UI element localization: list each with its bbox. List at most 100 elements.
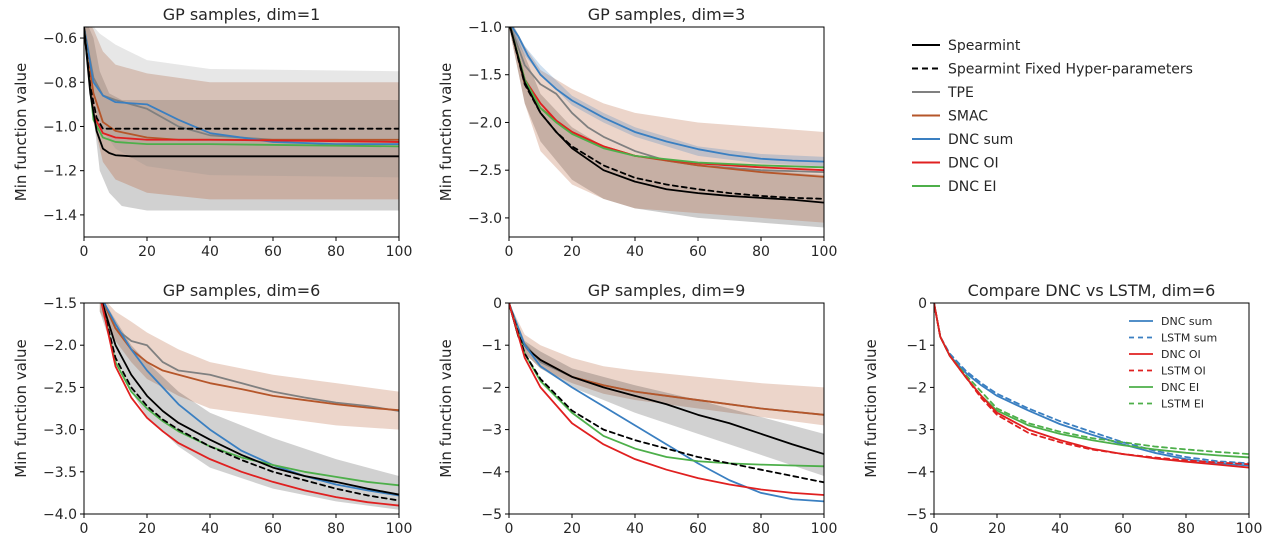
y-tick-label: −1 [481, 338, 502, 354]
y-tick-label: −1 [906, 338, 927, 354]
x-tick-label: 60 [689, 244, 707, 260]
y-axis-label: Min function value [862, 339, 880, 477]
legend-label: LSTM sum [1161, 332, 1217, 345]
plot-area [84, 27, 399, 211]
series-line-dnc-sum [511, 27, 824, 163]
y-axis-label: Min function value [12, 339, 30, 477]
series-line-spearmint-fixed-hyper-parameters [100, 303, 399, 502]
x-tick-label: 60 [264, 521, 282, 537]
confidence-band-smac [99, 303, 399, 430]
legend-label: DNC sum [948, 132, 1013, 148]
x-tick-label: 60 [689, 521, 707, 537]
x-tick-label: 40 [626, 244, 644, 260]
x-tick-label: 20 [138, 244, 156, 260]
y-tick-label: −1.5 [43, 296, 77, 312]
y-tick-label: −2.5 [43, 380, 77, 396]
series-line-dnc-sum [509, 303, 824, 503]
chart-title: GP samples, dim=9 [588, 281, 746, 300]
chart-panel-5: 0 20 40 60 80 100 −5 −4 −3 −2 −1 0 Compare DNC vs LS… [862, 281, 1262, 537]
x-tick-label: 100 [386, 244, 413, 260]
y-tick-label: −3 [481, 423, 502, 439]
chart-title: GP samples, dim=3 [588, 5, 746, 24]
x-tick-label: 100 [386, 521, 413, 537]
y-tick-label: −4 [481, 465, 502, 481]
legend-label: Spearmint Fixed Hyper-parameters [948, 62, 1193, 78]
y-tick-label: −5 [906, 507, 927, 523]
legend-label: LSTM OI [1161, 365, 1206, 378]
series-line-dnc-oi [100, 303, 399, 507]
x-tick-label: 60 [1114, 521, 1132, 537]
y-tick-label: −1.2 [43, 164, 77, 180]
series-line-lstm-sum [934, 303, 1249, 465]
x-tick-label: 0 [80, 244, 89, 260]
x-tick-label: 40 [626, 521, 644, 537]
x-tick-label: 80 [327, 244, 345, 260]
series-line-dnc-oi [934, 303, 1249, 469]
series-line-dnc-sum [84, 27, 399, 146]
legend-label: Spearmint [948, 38, 1021, 54]
y-tick-label: −0.6 [43, 31, 77, 47]
legend-label: DNC sum [1161, 315, 1212, 328]
y-tick-label: −2.0 [43, 338, 77, 354]
y-tick-label: −1.5 [468, 68, 502, 84]
axes-frame [508, 26, 825, 238]
y-axis-label: Min function value [12, 63, 30, 201]
y-tick-label: −1.0 [43, 119, 77, 135]
y-tick-label: −4 [906, 465, 927, 481]
confidence-band-spearmint [509, 27, 824, 228]
y-tick-label: −1.4 [43, 208, 77, 224]
confidence-band-spearmint [509, 303, 824, 477]
chart-panel-4: 0 20 40 60 80 100 −5 −4 −3 −2 −1 0 GP samples, dim=9… [437, 281, 837, 537]
series-line-spearmint [509, 27, 824, 204]
plot-area [934, 303, 1249, 469]
x-tick-label: 40 [201, 521, 219, 537]
y-axis-label: Min function value [437, 339, 455, 477]
x-tick-label: 80 [752, 521, 770, 537]
series-line-dnc-ei [509, 303, 824, 468]
confidence-band-spearmint [99, 303, 399, 510]
chart-title: Compare DNC vs LSTM, dim=6 [968, 281, 1216, 300]
plot-area [509, 303, 824, 503]
x-tick-label: 0 [505, 521, 514, 537]
legend-label: DNC OI [948, 156, 999, 172]
figure-legend: Spearmint Spearmint Fixed Hyper-parameter… [912, 38, 1193, 195]
y-tick-label: 0 [493, 296, 502, 312]
legend-label: DNC EI [948, 179, 996, 195]
legend-label: TPE [947, 85, 974, 101]
y-axis-label: Min function value [437, 63, 455, 201]
y-tick-label: −3.5 [43, 465, 77, 481]
axes-frame [508, 302, 825, 515]
series-line-dnc-sum [103, 303, 399, 497]
y-tick-label: −2 [481, 380, 502, 396]
axes-frame [83, 26, 400, 238]
y-tick-label: −3.0 [43, 423, 77, 439]
chart-panel-3: 0 20 40 60 80 100 −4.0 −3.5 −3.0 −2.5 −2.0 −1.5 GP s… [12, 281, 412, 537]
chart-title: GP samples, dim=1 [163, 5, 321, 24]
axes-frame [933, 302, 1250, 515]
x-tick-label: 40 [201, 244, 219, 260]
y-tick-label: −2 [906, 380, 927, 396]
x-tick-label: 40 [1051, 521, 1069, 537]
axes-frame [83, 302, 400, 515]
x-tick-label: 80 [1177, 521, 1195, 537]
x-tick-label: 0 [80, 521, 89, 537]
series-line-dnc-ei [84, 27, 399, 148]
series-line-dnc-ei [509, 27, 824, 169]
y-tick-label: −2.5 [468, 163, 502, 179]
chart-panel-2: 0 20 40 60 80 100 −3.0 −2.5 −2.0 −1.5 −1.0 GP sampl… [437, 5, 837, 260]
series-line-tpe [102, 303, 399, 412]
y-tick-label: −1.0 [468, 20, 502, 36]
legend-label: LSTM EI [1161, 398, 1204, 411]
x-tick-label: 20 [563, 521, 581, 537]
confidence-band-spearmint [84, 27, 399, 211]
y-tick-label: −4.0 [43, 507, 77, 523]
y-tick-label: −5 [481, 507, 502, 523]
x-tick-label: 20 [138, 521, 156, 537]
series-line-spearmint-fixed-hyper-parameters [509, 303, 824, 484]
x-tick-label: 20 [988, 521, 1006, 537]
x-tick-label: 60 [264, 244, 282, 260]
confidence-band-smac [509, 303, 824, 426]
series-line-dnc-oi [509, 27, 824, 172]
x-tick-label: 100 [1236, 521, 1263, 537]
